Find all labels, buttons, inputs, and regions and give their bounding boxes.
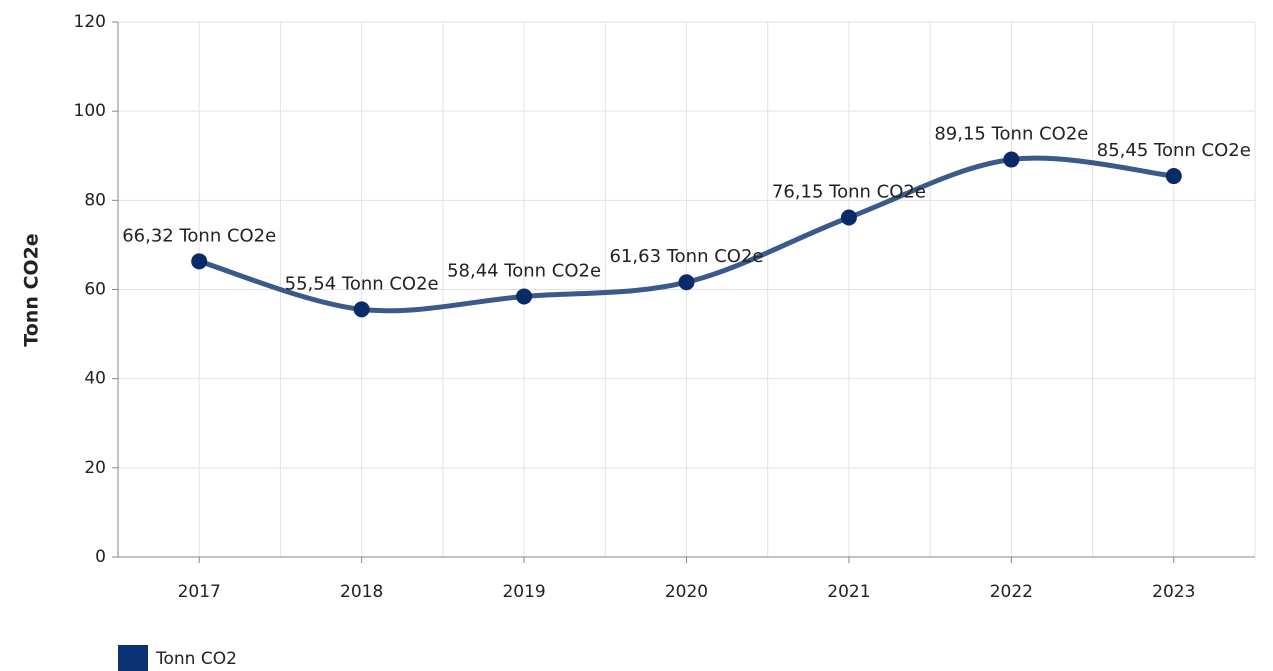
point [840,209,857,226]
point [678,274,695,291]
x-tick-label: 2021 [827,582,870,602]
y-tick-label: 40 [84,369,106,389]
data-label: 58,44 Tonn CO2e [447,260,601,281]
x-tick-label: 2020 [665,582,708,602]
point [516,288,533,305]
data-label: 55,54 Tonn CO2e [285,273,439,294]
legend-label: Tonn CO2 [155,649,237,669]
x-tick-label: 2019 [502,582,545,602]
point [353,301,370,318]
x-tick-label: 2018 [340,582,383,602]
data-label: 89,15 Tonn CO2e [934,124,1088,145]
y-tick-label: 80 [84,190,106,210]
point [1003,151,1020,168]
y-axis-label: Tonn CO2e [21,233,43,346]
data-label: 66,32 Tonn CO2e [122,225,276,246]
x-tick-label: 2022 [990,582,1033,602]
y-tick-label: 100 [74,101,106,121]
point [191,253,208,270]
data-label: 85,45 Tonn CO2e [1097,140,1251,161]
y-tick-label: 120 [74,12,106,32]
data-label: 76,15 Tonn CO2e [772,181,926,202]
data-label: 61,63 Tonn CO2e [609,246,763,267]
point [1165,168,1182,185]
x-tick-label: 2017 [178,582,221,602]
y-tick-label: 60 [84,280,106,300]
y-tick-label: 0 [95,547,106,567]
x-tick-label: 2023 [1152,582,1195,602]
y-tick-label: 20 [84,458,106,478]
legend-swatch [118,645,148,671]
